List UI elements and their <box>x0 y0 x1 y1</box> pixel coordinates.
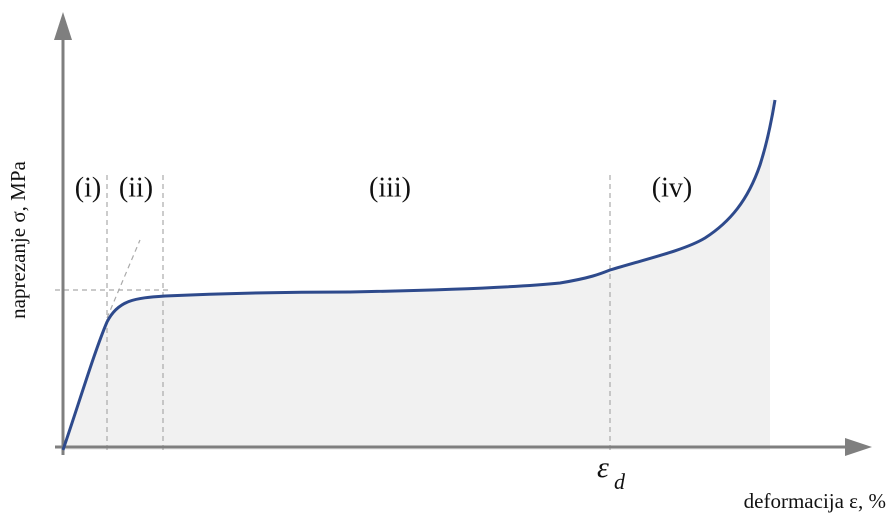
region-label: (ii) <box>119 172 153 203</box>
x-axis-label: deformacija ε, % <box>744 489 886 513</box>
x-arrow <box>845 438 872 456</box>
marker-symbol: ε <box>597 451 609 484</box>
region-label: (iii) <box>369 172 411 203</box>
stress-strain-curve <box>61 99 777 451</box>
guides <box>55 175 611 450</box>
axes <box>55 30 855 455</box>
y-axis-label: naprezanje σ, MPa <box>6 160 30 318</box>
region-label: (iv) <box>652 172 692 203</box>
y-arrow <box>54 12 72 40</box>
region-label: (i) <box>75 172 101 203</box>
curve-area <box>63 100 775 450</box>
marker-subscript: d <box>614 469 626 494</box>
